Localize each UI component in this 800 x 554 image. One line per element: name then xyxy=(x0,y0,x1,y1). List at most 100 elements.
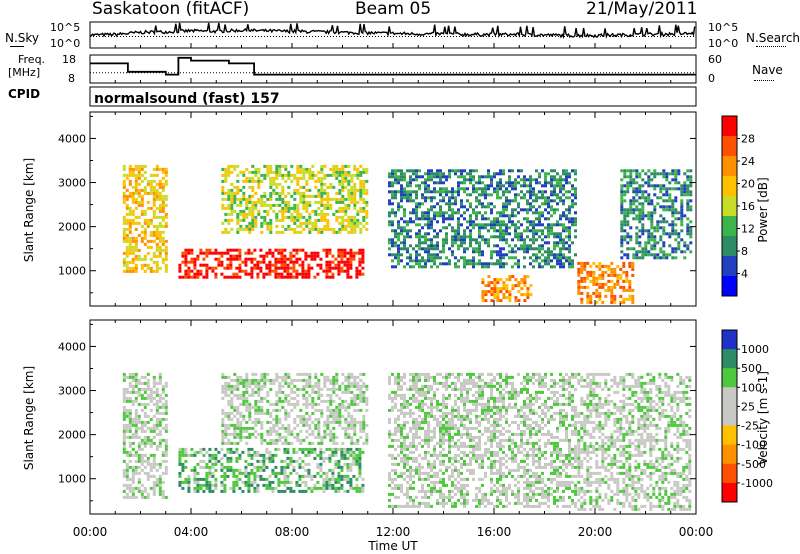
power-cell xyxy=(337,248,341,252)
velocity-cell xyxy=(421,486,424,490)
velocity-cell xyxy=(131,447,135,451)
velocity-cell xyxy=(391,504,394,508)
power-cell xyxy=(131,212,135,216)
power-cell xyxy=(178,275,182,279)
velocity-cell xyxy=(227,432,231,436)
power-cell xyxy=(158,254,162,258)
velocity-cell xyxy=(268,459,272,463)
velocity-cell xyxy=(272,426,276,430)
velocity-cell xyxy=(326,408,330,412)
power-cell xyxy=(481,299,485,303)
velocity-cell xyxy=(253,486,257,490)
velocity-cell xyxy=(418,414,421,418)
power-cell xyxy=(161,188,165,192)
power-cell xyxy=(598,276,602,280)
power-cell xyxy=(257,176,261,180)
power-cell xyxy=(122,179,126,183)
power-cell xyxy=(538,196,541,200)
power-cell xyxy=(457,244,460,248)
power-cell xyxy=(328,269,332,273)
velocity-cell xyxy=(302,417,306,421)
velocity-cell xyxy=(220,465,224,469)
power-cell xyxy=(164,251,168,255)
velocity-cell xyxy=(361,489,365,493)
power-cell xyxy=(553,235,556,239)
velocity-cell xyxy=(308,381,312,385)
velocity-cell xyxy=(397,426,400,430)
power-cell xyxy=(277,257,281,261)
power-cell xyxy=(334,257,338,261)
power-cell xyxy=(442,262,445,266)
power-cell xyxy=(140,266,144,270)
power-cell xyxy=(244,251,248,255)
power-cell xyxy=(397,205,400,209)
power-cell xyxy=(347,197,351,201)
power-cell xyxy=(235,248,239,252)
power-cell xyxy=(244,260,248,264)
velocity-cell xyxy=(323,399,327,403)
power-cell xyxy=(314,224,318,228)
power-cell xyxy=(421,181,424,185)
velocity-cell xyxy=(233,414,237,418)
power-cell xyxy=(400,187,403,191)
freq-tick-high: 18 xyxy=(62,53,76,66)
velocity-cell xyxy=(236,432,240,436)
power-cell xyxy=(448,205,451,209)
power-cell xyxy=(221,188,225,192)
power-cell xyxy=(641,208,645,212)
velocity-cell xyxy=(137,489,141,493)
velocity-cell xyxy=(311,390,315,394)
power-cell xyxy=(529,190,532,194)
power-cell xyxy=(544,241,547,245)
power-cell xyxy=(562,262,565,266)
power-cell xyxy=(394,244,397,248)
velocity-cell xyxy=(340,465,344,469)
power-cell xyxy=(484,284,488,288)
power-cell xyxy=(400,253,403,257)
velocity-cell xyxy=(358,471,362,475)
velocity-cell xyxy=(265,483,269,487)
power-cell xyxy=(626,181,630,185)
velocity-cell xyxy=(304,489,308,493)
velocity-cell xyxy=(263,411,267,415)
power-cell xyxy=(620,187,624,191)
velocity-cell xyxy=(311,384,315,388)
power-cell xyxy=(529,178,532,182)
nsky-series-line xyxy=(89,22,696,40)
power-cell xyxy=(202,275,206,279)
velocity-cell xyxy=(257,420,261,424)
velocity-cell xyxy=(208,474,212,478)
velocity-cell xyxy=(310,447,314,451)
power-cell xyxy=(184,254,188,258)
power-cell xyxy=(641,226,645,230)
power-cell xyxy=(659,190,663,194)
velocity-cell xyxy=(137,453,141,457)
velocity-cell xyxy=(317,420,321,424)
velocity-cell xyxy=(341,399,345,403)
velocity-cell xyxy=(299,429,303,433)
power-cell xyxy=(280,263,284,267)
velocity-cell xyxy=(221,438,225,442)
power-cell xyxy=(338,188,342,192)
power-cell xyxy=(128,245,132,249)
power-cell xyxy=(532,205,535,209)
velocity-cell xyxy=(301,480,305,484)
velocity-cell xyxy=(406,402,409,406)
velocity-cell xyxy=(307,462,311,466)
power-cell xyxy=(332,167,336,171)
power-cell xyxy=(490,226,493,230)
power-cell xyxy=(628,288,632,292)
power-cell xyxy=(292,266,296,270)
velocity-cell xyxy=(158,432,162,436)
velocity-cell xyxy=(400,471,403,475)
velocity-cell xyxy=(220,474,224,478)
velocity-cell xyxy=(131,372,135,376)
power-cell xyxy=(400,259,403,263)
velocity-cell xyxy=(415,447,418,451)
power-cell xyxy=(272,188,276,192)
power-cell xyxy=(496,196,499,200)
power-cell xyxy=(323,212,327,216)
power-cell xyxy=(499,299,503,303)
power-cell xyxy=(277,248,281,252)
power-cell xyxy=(433,181,436,185)
